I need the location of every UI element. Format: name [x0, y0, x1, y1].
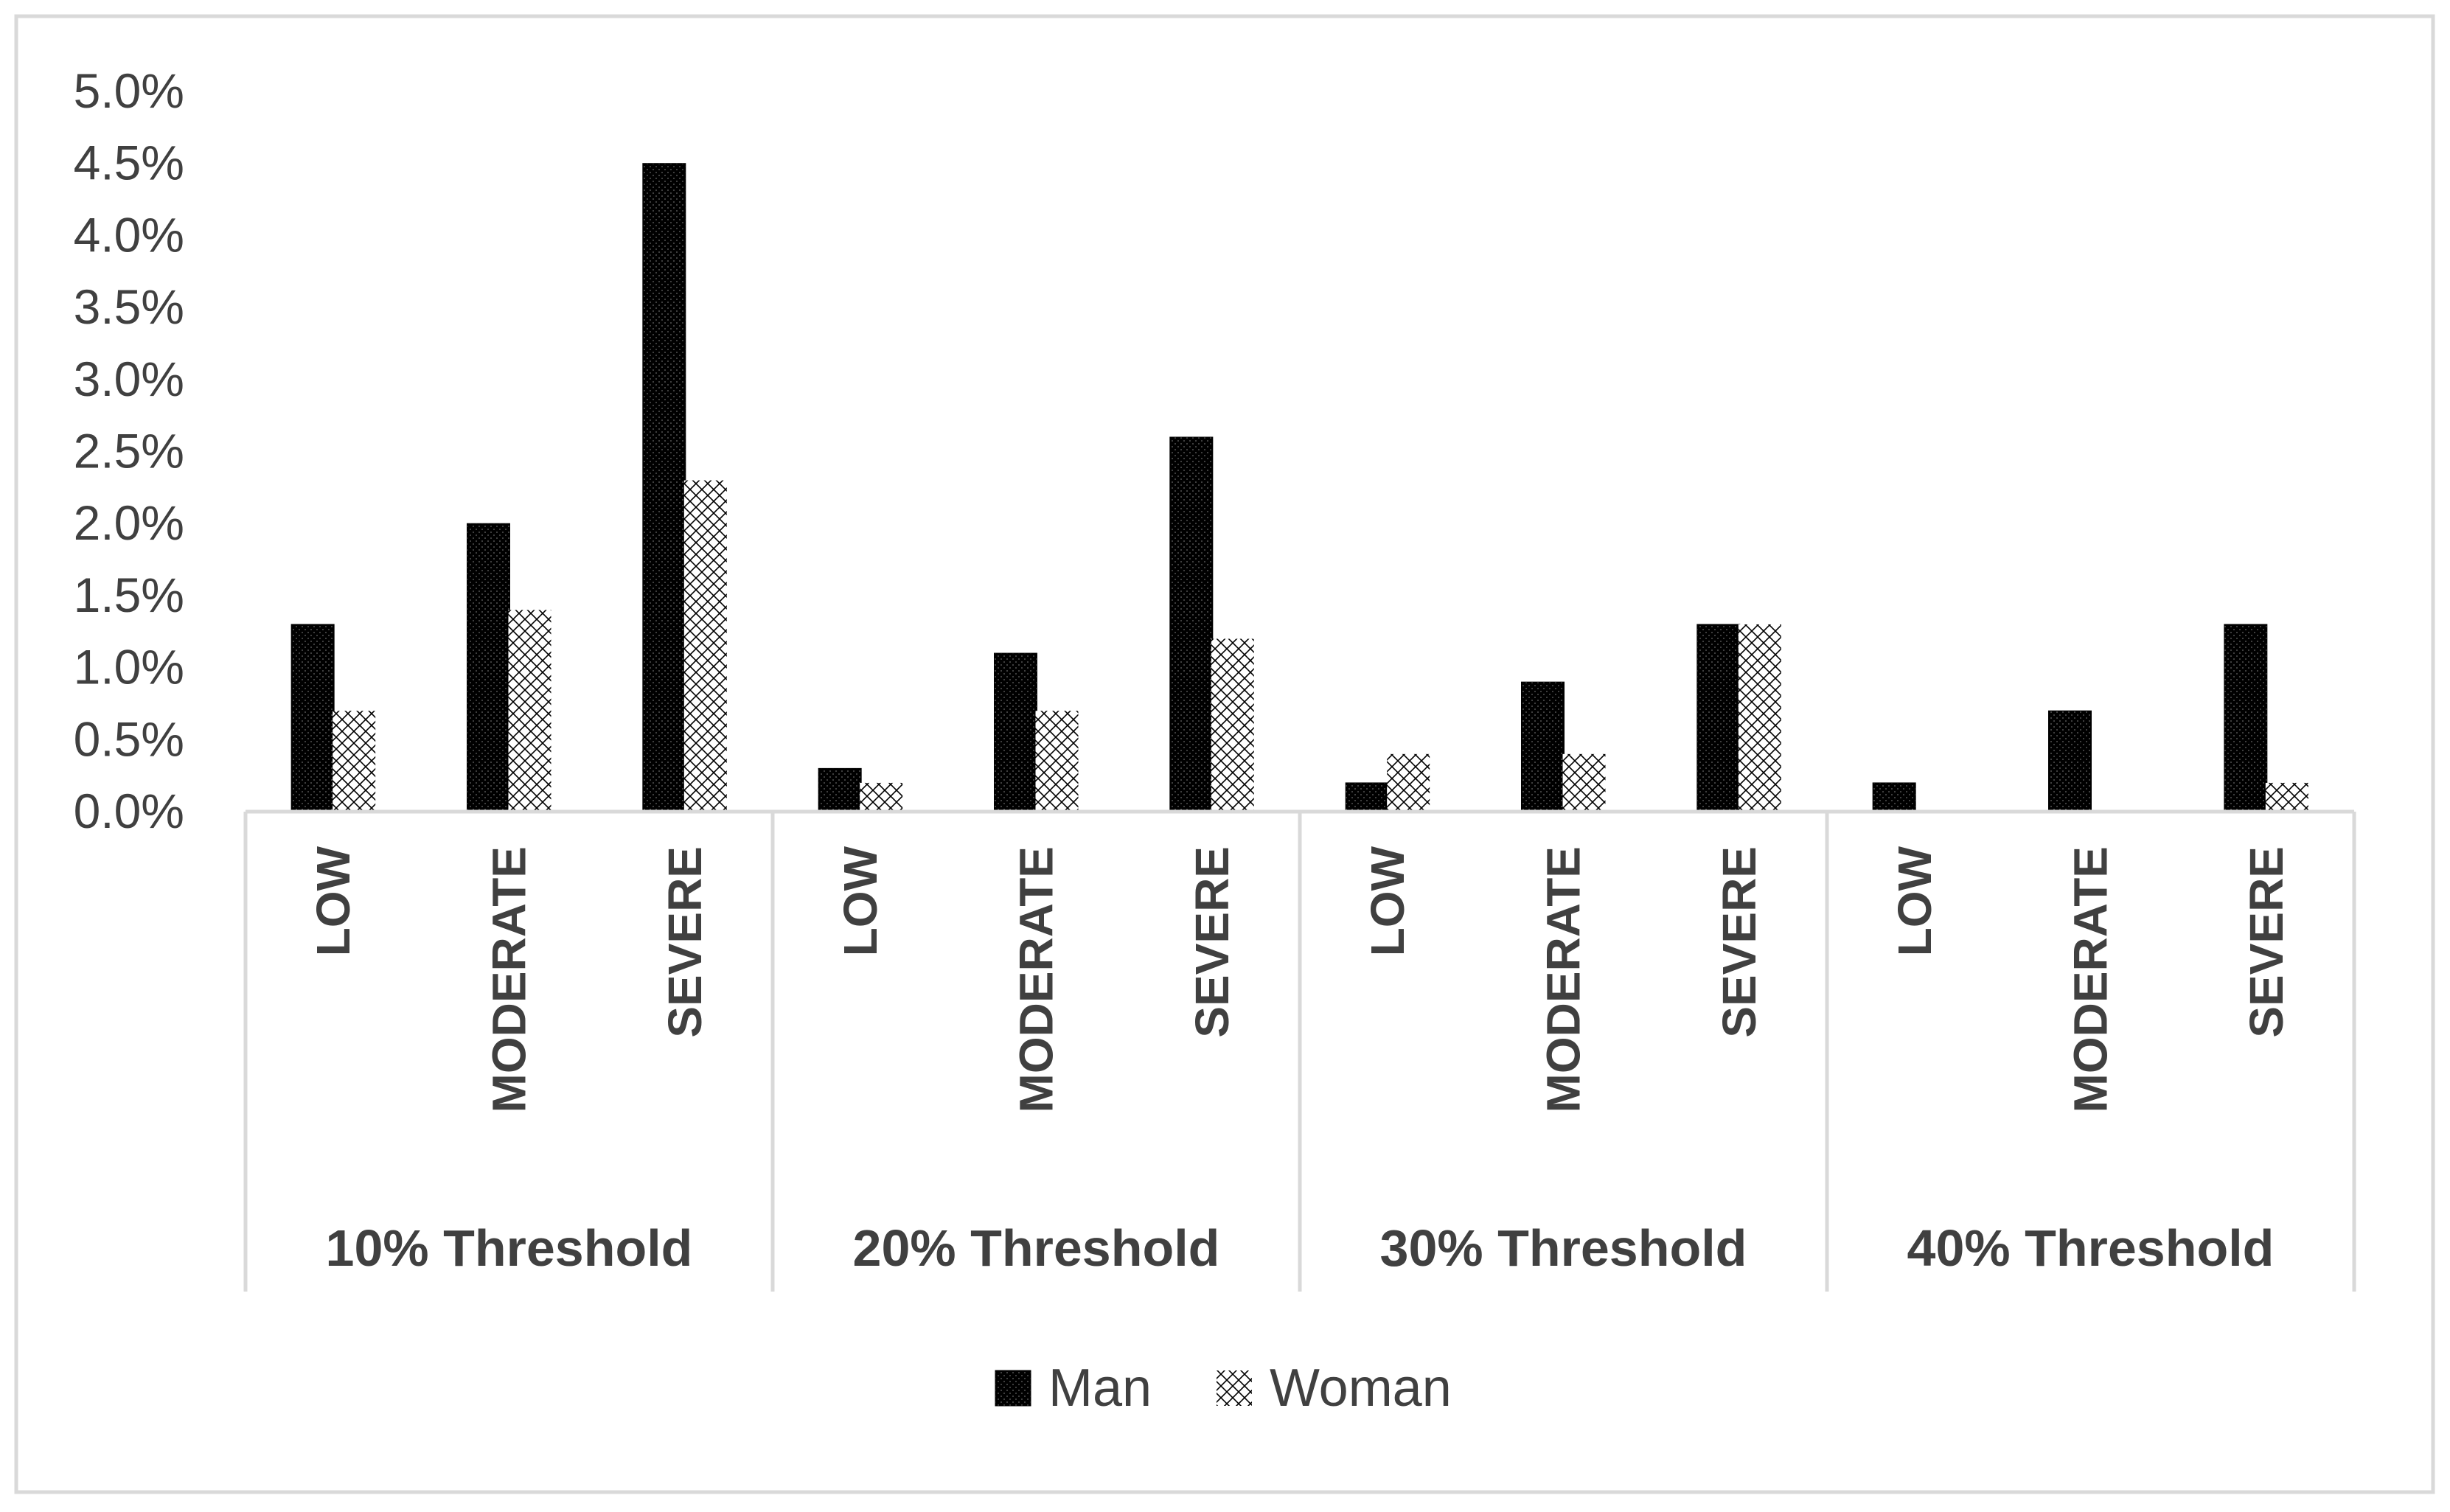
bar-man: [1696, 624, 1741, 812]
bar-man: [2048, 710, 2092, 812]
y-tick-label: 4.5%: [74, 136, 184, 190]
x-tick-label: MODERATE: [2064, 846, 2117, 1112]
bar-man: [818, 767, 862, 812]
legend-label: Man: [1048, 1359, 1152, 1418]
y-axis-ticks: 0.0% 0.5% 1.0% 1.5% 2.0% 2.5% 3.0% 3.5% 4.0% 4.5%…: [74, 63, 184, 838]
y-tick-label: 0.0%: [74, 784, 184, 838]
bar-man: [1345, 782, 1389, 812]
bar-woman: [683, 480, 727, 812]
x-tick-label: MODERATE: [1537, 846, 1590, 1112]
bar-man: [1872, 782, 1916, 812]
y-tick-label: 4.0%: [74, 207, 184, 262]
bar-woman: [1738, 624, 1781, 812]
bar-woman: [1035, 711, 1079, 812]
legend-swatch: [995, 1370, 1031, 1407]
legend-swatch: [1217, 1370, 1252, 1406]
x-tick-label: SEVERE: [2240, 846, 2293, 1038]
x-tick-label: LOW: [307, 846, 360, 956]
x-tick-label: SEVERE: [1186, 846, 1239, 1038]
bar-man: [1169, 436, 1214, 812]
y-tick-label: 3.5%: [74, 279, 184, 334]
bar-woman: [860, 782, 903, 812]
bar-man: [290, 624, 335, 812]
bar-man: [1521, 681, 1565, 812]
bar-man: [2224, 624, 2268, 812]
y-tick-label: 3.0%: [74, 352, 184, 406]
x-tick-label: LOW: [834, 846, 887, 956]
x-tick-label: SEVERE: [1713, 846, 1766, 1038]
bar-woman: [2265, 782, 2308, 812]
y-tick-label: 5.0%: [74, 63, 184, 118]
group-label: 10% Threshold: [326, 1219, 693, 1277]
legend: Man Woman: [995, 1359, 1452, 1418]
group-label: 20% Threshold: [853, 1219, 1220, 1277]
bars: [290, 163, 2308, 812]
bar-man: [994, 652, 1037, 812]
group-label: 30% Threshold: [1380, 1219, 1747, 1277]
x-tick-label: SEVERE: [658, 846, 711, 1038]
x-tick-label: LOW: [1361, 846, 1414, 956]
y-tick-label: 0.5%: [74, 711, 184, 766]
y-tick-label: 2.5%: [74, 424, 184, 478]
legend-item-woman: Woman: [1217, 1359, 1452, 1418]
bar-woman: [333, 711, 376, 812]
x-tick-label: MODERATE: [483, 846, 536, 1112]
x-tick-label: LOW: [1888, 846, 1941, 956]
bar-woman: [1387, 753, 1430, 812]
y-tick-label: 1.5%: [74, 568, 184, 622]
y-tick-label: 2.0%: [74, 495, 184, 550]
x-axis: LOW MODERATE SEVERE 10% Threshold LOW MODERAT…: [243, 809, 2356, 1292]
bar-woman: [508, 610, 551, 812]
legend-item-man: Man: [995, 1359, 1152, 1418]
legend-label: Woman: [1270, 1359, 1452, 1418]
bar-man: [642, 163, 686, 812]
x-tick-label: MODERATE: [1010, 846, 1063, 1112]
group-label: 40% Threshold: [1907, 1219, 2275, 1277]
bar-woman: [1562, 753, 1606, 812]
y-tick-label: 1.0%: [74, 640, 184, 694]
bar-woman: [1211, 638, 1254, 812]
bar-man: [467, 523, 510, 812]
